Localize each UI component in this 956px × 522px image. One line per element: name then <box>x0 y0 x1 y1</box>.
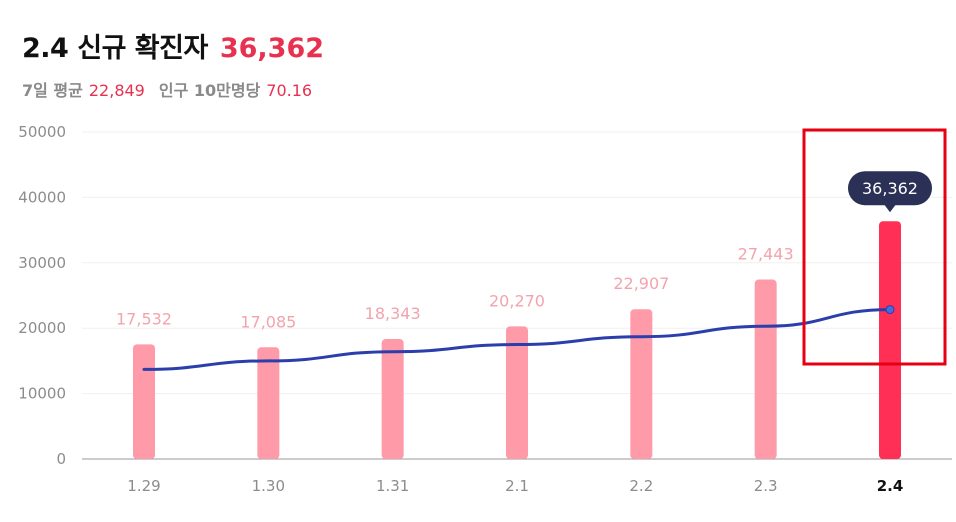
x-tick-label: 2.3 <box>754 477 778 495</box>
average-value: 22,849 <box>88 81 145 100</box>
title-row: 2.4 신규 확진자 36,362 <box>22 26 324 65</box>
x-tick-label: 1.31 <box>376 477 409 495</box>
total-count: 36,362 <box>219 33 325 64</box>
x-tick-label: 2.2 <box>629 477 653 495</box>
x-tick-label: 2.1 <box>505 477 529 495</box>
tooltip-bubble <box>848 171 932 206</box>
y-tick-label: 10000 <box>18 385 66 403</box>
bar <box>506 326 528 459</box>
data-label: 17,085 <box>240 312 296 331</box>
page-title: 2.4 신규 확진자 <box>22 33 208 64</box>
y-tick-label: 40000 <box>18 188 66 206</box>
x-tick-label: 1.29 <box>127 477 160 495</box>
data-label: 18,343 <box>365 304 421 323</box>
chart-header: 2.4 신규 확진자 36,362 7일 평균 22,849 인구 10만명당 … <box>22 26 324 101</box>
data-label: 27,443 <box>738 245 794 264</box>
highlight-box <box>802 128 947 366</box>
data-label: 17,532 <box>116 309 172 328</box>
y-tick-label: 0 <box>56 450 66 468</box>
per-capita-label: 인구 10만명당 <box>158 81 261 100</box>
bar <box>257 347 280 459</box>
bar <box>630 309 653 459</box>
average-line <box>142 308 892 371</box>
y-tick-label: 50000 <box>18 123 66 141</box>
tooltip-value: 36,362 <box>862 179 918 198</box>
bar <box>381 339 404 459</box>
x-tick-label: 2.4 <box>877 477 904 495</box>
bar <box>879 221 901 459</box>
y-tick-label: 30000 <box>18 254 66 272</box>
bar <box>754 279 777 459</box>
x-tick-label: 1.30 <box>252 477 285 495</box>
average-label: 7일 평균 <box>22 81 83 100</box>
average-point <box>885 305 895 315</box>
bar <box>133 344 155 459</box>
summary-row: 7일 평균 22,849 인구 10만명당 70.16 <box>22 77 324 101</box>
data-label: 20,270 <box>489 291 545 310</box>
y-tick-label: 20000 <box>18 319 66 337</box>
per-capita-value: 70.16 <box>266 81 313 100</box>
tooltip-pointer <box>884 204 896 213</box>
data-label: 22,907 <box>613 274 669 293</box>
